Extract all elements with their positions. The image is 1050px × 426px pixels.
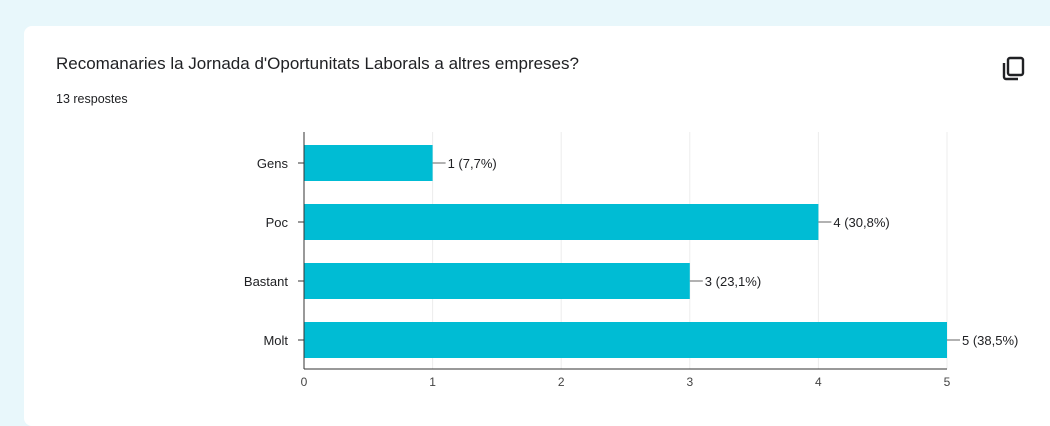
x-tick-label: 2 [558, 375, 565, 389]
category-label: Bastant [244, 274, 288, 289]
x-tick-label: 1 [429, 375, 436, 389]
x-tick-label: 0 [301, 375, 308, 389]
bar-chart: 0 1 2 3 4 5 1 (7,7%) Gens 4 (30,8%) Poc 3 (23,1%) B… [244, 132, 1018, 389]
data-label: 5 (38,5%) [962, 333, 1018, 348]
copy-icon [1002, 56, 1025, 81]
category-label: Poc [266, 215, 289, 230]
bar [304, 263, 690, 299]
category-label: Molt [263, 333, 288, 348]
question-title: Recomanaries la Jornada d'Oportunitats L… [56, 54, 579, 73]
category-label: Gens [257, 156, 289, 171]
x-tick-label: 3 [686, 375, 693, 389]
data-label: 1 (7,7%) [448, 156, 497, 171]
response-count: 13 respostes [56, 92, 128, 106]
x-tick-label: 5 [944, 375, 951, 389]
bar [304, 204, 819, 240]
x-tick-label: 4 [815, 375, 822, 389]
bar [304, 145, 433, 181]
copy-chart-button[interactable] [999, 54, 1027, 82]
data-label: 4 (30,8%) [833, 215, 889, 230]
data-label: 3 (23,1%) [705, 274, 761, 289]
bar [304, 322, 947, 358]
